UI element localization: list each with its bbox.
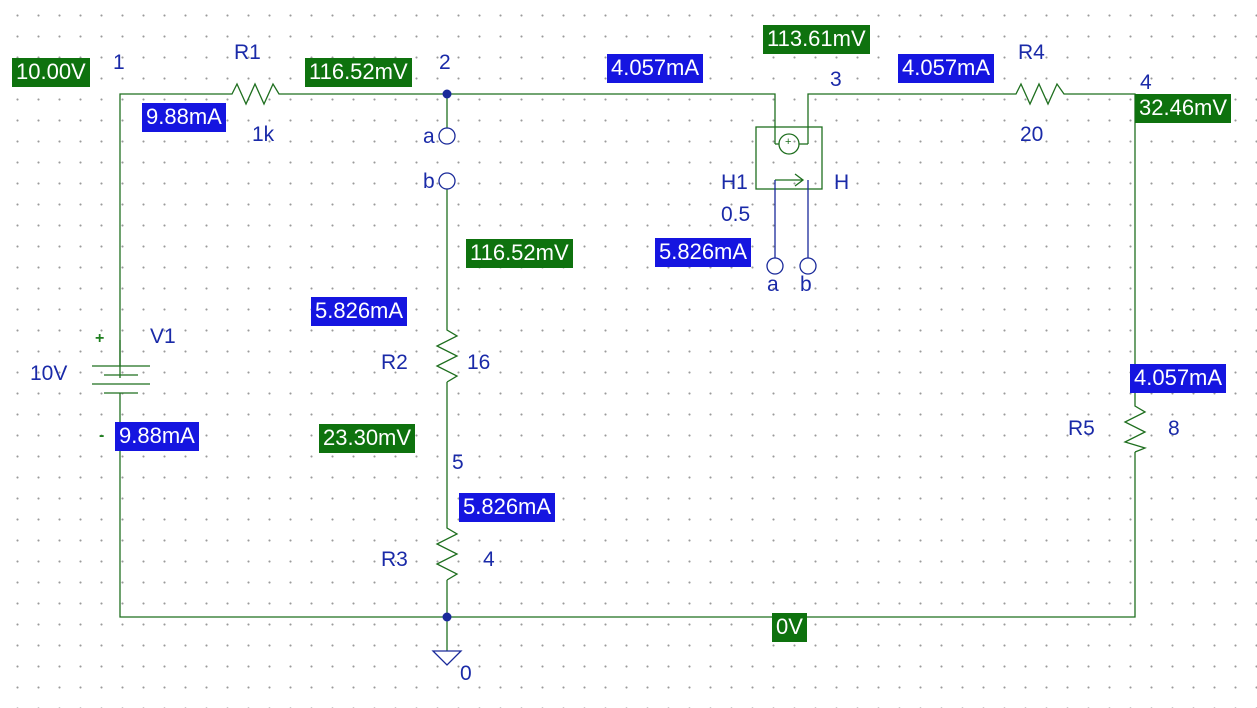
h1-source-plus: + [785,136,792,148]
node-label-0: 0 [460,662,472,685]
r5-value: 8 [1168,417,1180,440]
resistor-r2-symbol[interactable] [435,322,459,383]
battery-v1-symbol[interactable] [92,340,150,400]
h1-label-a: a [767,273,779,296]
resistor-r1-symbol[interactable] [222,82,284,106]
v1-minus-sign: - [99,427,105,444]
voltage-badge-node1[interactable]: 10.00V [12,58,90,87]
h1-name: H1 [721,171,748,194]
current-badge-h1[interactable]: 5.826mA [655,238,752,267]
wire-h1-to-r4[interactable] [807,93,1006,127]
r1-value: 1k [252,123,275,146]
resistor-r5-symbol[interactable] [1123,400,1147,453]
v1-plus-sign: + [95,330,105,347]
resistor-r3-symbol[interactable] [435,520,459,581]
voltage-badge-node2[interactable]: 116.52mV [305,58,412,87]
voltage-badge-node5[interactable]: 23.30mV [319,424,416,453]
ground-icon [431,650,463,666]
r4-value: 20 [1020,123,1044,146]
r1-name: R1 [234,41,261,64]
switch-label-b: b [423,170,435,193]
junction-node2 [442,89,452,99]
voltage-badge-node4[interactable]: 32.46mV [1135,94,1232,123]
wire-node2-to-h1[interactable] [447,93,776,127]
wire-v1-to-r1[interactable] [119,93,222,378]
current-badge-r1[interactable]: 9.88mA [142,103,226,132]
h1-ccvs-symbol[interactable] [755,126,823,258]
h1-label-b: b [800,273,812,296]
h1-gain: 0.5 [721,203,751,226]
wire-r4-to-r5[interactable] [1070,93,1136,400]
resistor-r4-symbol[interactable] [1006,82,1070,106]
voltage-badge-ground[interactable]: 0V [772,613,807,642]
current-badge-v1[interactable]: 9.88mA [115,422,199,451]
h1-type: H [834,171,850,194]
v1-name: V1 [150,325,176,348]
r3-name: R3 [381,548,408,571]
node-label-3: 3 [830,68,842,91]
r4-name: R4 [1018,41,1045,64]
current-badge-r2[interactable]: 5.826mA [311,297,408,326]
v1-value: 10V [30,362,68,385]
current-badge-wire-2-3[interactable]: 4.057mA [607,54,704,83]
node-label-5: 5 [452,451,464,474]
wire-r5-to-ground[interactable] [119,400,1136,618]
r3-value: 4 [483,548,495,571]
current-badge-r5[interactable]: 4.057mA [1130,364,1227,393]
switch-label-a: a [423,125,435,148]
voltage-badge-node3[interactable]: 113.61mV [763,25,870,54]
h1-terminal-b[interactable] [799,257,817,275]
node-label-2: 2 [439,51,451,74]
voltage-badge-r2-top[interactable]: 116.52mV [466,239,573,268]
h1-terminal-a[interactable] [766,257,784,275]
node-label-4: 4 [1140,71,1152,94]
node-label-1: 1 [113,51,125,74]
r5-name: R5 [1068,417,1095,440]
r2-value: 16 [467,351,491,374]
current-badge-r4[interactable]: 4.057mA [898,54,995,83]
current-badge-r3[interactable]: 5.826mA [459,493,556,522]
junction-ground [442,612,452,622]
r2-name: R2 [381,351,408,374]
switch-terminal-b[interactable] [438,172,456,190]
switch-terminal-a[interactable] [438,127,456,145]
